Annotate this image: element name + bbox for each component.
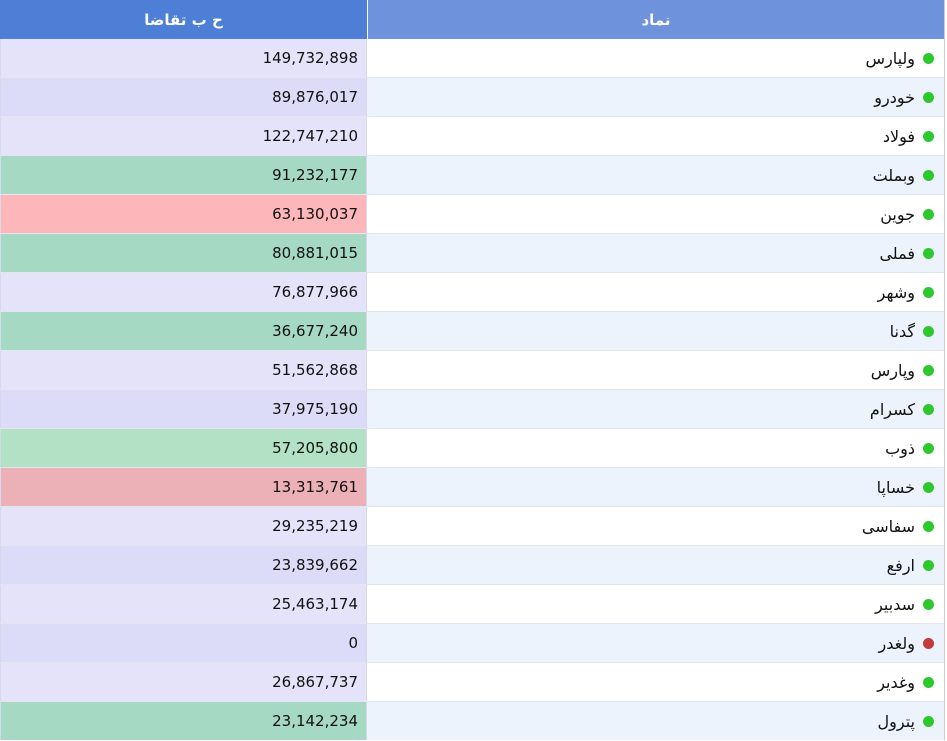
status-green-dot-icon: [923, 715, 934, 727]
status-green-dot-icon: [923, 52, 934, 64]
table-row[interactable]: 23,142,234 پترول: [0, 702, 944, 740]
table-row[interactable]: 91,232,177 وبملت: [0, 156, 944, 195]
status-red-dot-icon: [923, 637, 934, 649]
table-row[interactable]: 80,881,015 فملی: [0, 234, 944, 273]
symbol-cell[interactable]: ارفع: [367, 546, 944, 584]
symbol-cell[interactable]: ولغدر: [367, 624, 944, 662]
status-green-dot-icon: [923, 481, 934, 493]
demand-value-cell: 76,877,966: [0, 273, 367, 311]
symbol-cell[interactable]: جوین: [367, 195, 944, 233]
status-green-dot-icon: [923, 559, 934, 571]
demand-value-cell: 26,867,737: [0, 663, 367, 701]
table-row[interactable]: 149,732,898 ولپارس: [0, 39, 944, 78]
status-green-dot-icon: [923, 286, 934, 298]
status-green-dot-icon: [923, 403, 934, 415]
table-row[interactable]: 63,130,037 جوین: [0, 195, 944, 234]
symbol-label: سفاسی: [861, 516, 915, 536]
symbol-label: ذوب: [885, 438, 915, 458]
table-row[interactable]: 23,839,662 ارفع: [0, 546, 944, 585]
demand-value-cell: 13,313,761: [0, 468, 367, 506]
table-row[interactable]: 26,867,737 وغدیر: [0, 663, 944, 702]
demand-value-cell: 37,975,190: [0, 390, 367, 428]
table-row[interactable]: 57,205,800 ذوب: [0, 429, 944, 468]
symbol-cell[interactable]: پترول: [367, 702, 944, 740]
demand-value-cell: 23,142,234: [0, 702, 367, 740]
symbol-label: وبملت: [872, 165, 915, 185]
demand-value-cell: 63,130,037: [0, 195, 367, 233]
table-row[interactable]: 29,235,219 سفاسی: [0, 507, 944, 546]
table-body: 149,732,898 ولپارس 89,876,017 خودرو 122,747,…: [0, 39, 944, 740]
symbol-cell[interactable]: وبملت: [367, 156, 944, 194]
table-row[interactable]: 25,463,174 سدبیر: [0, 585, 944, 624]
symbol-label: پترول: [877, 711, 915, 731]
demand-value-cell: 91,232,177: [0, 156, 367, 194]
status-green-dot-icon: [923, 520, 934, 532]
symbol-cell[interactable]: وغدیر: [367, 663, 944, 701]
status-green-dot-icon: [923, 442, 934, 454]
symbol-label: گدنا: [889, 321, 915, 341]
table-row[interactable]: 122,747,210 فولاد: [0, 117, 944, 156]
table-row[interactable]: 13,313,761 خساپا: [0, 468, 944, 507]
symbol-cell[interactable]: وپارس: [367, 351, 944, 389]
table-row[interactable]: 0 ولغدر: [0, 624, 944, 663]
demand-value-cell: 122,747,210: [0, 117, 367, 155]
status-green-dot-icon: [923, 247, 934, 259]
symbol-label: وغدیر: [877, 672, 915, 692]
symbol-label: ارفع: [886, 555, 915, 575]
symbol-label: خودرو: [874, 87, 915, 107]
symbol-cell[interactable]: ذوب: [367, 429, 944, 467]
table-header: ح ب تقاضا نماد: [0, 0, 944, 39]
demand-value-cell: 51,562,868: [0, 351, 367, 389]
symbol-label: جوین: [880, 204, 915, 224]
status-green-dot-icon: [923, 598, 934, 610]
demand-value-cell: 23,839,662: [0, 546, 367, 584]
symbol-label: ولغدر: [878, 633, 915, 653]
status-green-dot-icon: [923, 364, 934, 376]
demand-value-cell: 89,876,017: [0, 78, 367, 116]
column-header-demand[interactable]: ح ب تقاضا: [0, 0, 367, 39]
symbol-label: فملی: [879, 243, 915, 263]
demand-value-cell: 57,205,800: [0, 429, 367, 467]
demand-value-cell: 29,235,219: [0, 507, 367, 545]
symbol-cell[interactable]: فملی: [367, 234, 944, 272]
column-header-symbol[interactable]: نماد: [367, 0, 944, 39]
symbol-cell[interactable]: سفاسی: [367, 507, 944, 545]
demand-value-cell: 149,732,898: [0, 39, 367, 77]
status-green-dot-icon: [923, 91, 934, 103]
symbol-cell[interactable]: سدبیر: [367, 585, 944, 623]
symbol-cell[interactable]: خودرو: [367, 78, 944, 116]
table-row[interactable]: 89,876,017 خودرو: [0, 78, 944, 117]
table-row[interactable]: 76,877,966 وشهر: [0, 273, 944, 312]
symbol-label: وپارس: [870, 360, 915, 380]
symbol-cell[interactable]: وشهر: [367, 273, 944, 311]
status-green-dot-icon: [923, 208, 934, 220]
symbol-cell[interactable]: گدنا: [367, 312, 944, 350]
symbol-label: کسرام: [869, 399, 915, 419]
status-green-dot-icon: [923, 169, 934, 181]
symbol-cell[interactable]: کسرام: [367, 390, 944, 428]
symbol-label: سدبیر: [875, 594, 915, 614]
symbol-label: ولپارس: [865, 48, 915, 68]
symbol-label: فولاد: [882, 126, 915, 146]
table-row[interactable]: 37,975,190 کسرام: [0, 390, 944, 429]
symbol-label: وشهر: [877, 282, 915, 302]
table-row[interactable]: 51,562,868 وپارس: [0, 351, 944, 390]
symbol-cell[interactable]: فولاد: [367, 117, 944, 155]
status-green-dot-icon: [923, 130, 934, 142]
demand-value-cell: 36,677,240: [0, 312, 367, 350]
demand-value-cell: 25,463,174: [0, 585, 367, 623]
symbol-cell[interactable]: ولپارس: [367, 39, 944, 77]
demand-value-cell: 80,881,015: [0, 234, 367, 272]
status-green-dot-icon: [923, 676, 934, 688]
symbol-cell[interactable]: خساپا: [367, 468, 944, 506]
demand-value-cell: 0: [0, 624, 367, 662]
status-green-dot-icon: [923, 325, 934, 337]
table-row[interactable]: 36,677,240 گدنا: [0, 312, 944, 351]
symbol-label: خساپا: [876, 477, 915, 497]
